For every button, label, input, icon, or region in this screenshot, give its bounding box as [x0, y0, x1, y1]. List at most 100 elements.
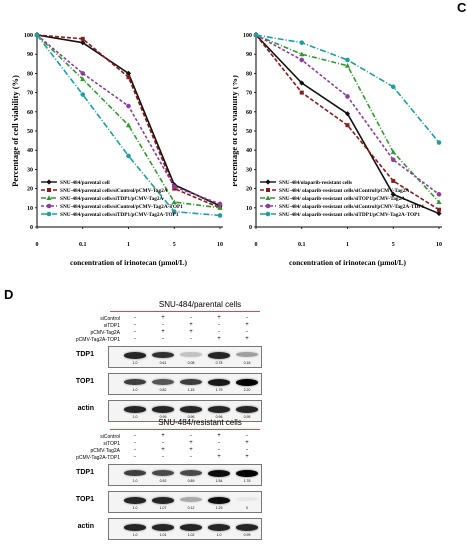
y-tick-label: 40 — [27, 148, 33, 154]
y-tick-label: 70 — [246, 91, 252, 97]
y-tick-label: 100 — [24, 33, 33, 39]
condition-value: + — [245, 440, 249, 446]
data-point — [217, 205, 223, 210]
x-tick-label: 1 — [346, 242, 349, 248]
blot-row-label: TOP1 — [75, 496, 94, 503]
blot-band — [152, 470, 174, 477]
y-tick-label: 80 — [246, 71, 252, 77]
data-point — [437, 207, 441, 212]
series-line — [255, 34, 440, 144]
legend-marker — [46, 179, 52, 185]
condition-value: + — [189, 322, 193, 328]
y-tick-label: 60 — [246, 110, 252, 116]
band-quantification: 1.07 — [159, 506, 167, 510]
legend-label: SNU-484/parental cells/siTDP1/pCMV-Tag2A… — [60, 212, 179, 218]
condition-value: + — [245, 336, 249, 342]
series-line — [255, 34, 440, 203]
condition-value: + — [161, 329, 165, 335]
data-point — [345, 94, 350, 99]
blot-title: SNU-484/resistant cells — [158, 418, 242, 427]
legend-label: SNU-484/ olaparib-resistant cells/siCont… — [279, 204, 425, 210]
condition-value: - — [246, 315, 248, 321]
x-tick-label: 0 — [36, 242, 39, 248]
condition-value: + — [217, 336, 221, 342]
legend-marker — [46, 211, 52, 217]
axes: 0 10 20 30 40 50 60 70 80 90 100 0 0.1 1 5 10 — [24, 32, 223, 248]
condition-label: pCMV-Tag2A — [90, 330, 120, 336]
band-quantification: 0.99 — [243, 533, 251, 537]
band-quantification: 1.0 — [132, 479, 138, 483]
x-tick-label: 5 — [392, 242, 395, 248]
legend-label: SNU-484/ olaparib-resistant cells/siCont… — [279, 188, 409, 194]
blot-row-label: TDP1 — [76, 351, 94, 358]
legend-marker — [266, 188, 270, 192]
legend-label: SNU-484/parental cells/siControl/pCMV-Ta… — [60, 204, 183, 210]
legend-marker — [265, 179, 271, 185]
data-point — [80, 71, 86, 76]
data-point — [344, 63, 351, 68]
band-quantification: 1.15 — [187, 388, 195, 392]
data-point — [436, 140, 442, 145]
condition-value: - — [162, 454, 164, 460]
blot-band — [180, 406, 202, 413]
band-quantification: 0 — [246, 506, 248, 510]
blot-band — [152, 406, 174, 413]
y-tick-label: 30 — [246, 167, 252, 173]
band-quantification: 0.96 — [215, 415, 223, 419]
axes: 0 10 20 30 40 50 60 70 80 90 100 0 0.1 1 5 10 — [243, 32, 442, 248]
blot-band — [236, 497, 258, 502]
band-quantification: 1.29 — [215, 506, 223, 510]
legend: SNU-484/olaparib-resistant cells SNU-484/… — [260, 179, 425, 218]
data-point — [80, 92, 86, 97]
y-tick-label: 20 — [246, 187, 252, 193]
x-tick-label: 10 — [217, 242, 223, 248]
condition-value: - — [134, 433, 136, 439]
blot-title-underline — [110, 429, 260, 430]
blot-row-label: TDP1 — [76, 469, 94, 476]
condition-value: - — [218, 440, 220, 446]
condition-value: - — [190, 315, 192, 321]
legend-label: SNU-484/olaparib-resistant cells — [279, 180, 352, 186]
condition-value: - — [246, 447, 248, 453]
data-point — [390, 191, 396, 197]
blot-strip — [108, 491, 262, 513]
x-tick-label: 1 — [127, 242, 130, 248]
blot-band — [180, 352, 202, 357]
condition-value: - — [190, 336, 192, 342]
blot-band — [152, 379, 174, 385]
condition-label: siControl — [100, 434, 120, 440]
band-quantification: 1.0 — [132, 533, 138, 537]
y-tick-label: 0 — [249, 225, 252, 231]
chart-parental-viability: 0 10 20 30 40 50 60 70 80 90 100 0 0.1 1 5 10 Percentage… — [10, 32, 223, 267]
series-line — [36, 34, 221, 205]
data-point — [253, 32, 259, 38]
data-point — [345, 123, 350, 128]
data-point — [126, 103, 131, 109]
series-1 — [253, 32, 442, 217]
x-tick-label: 0 — [255, 242, 258, 248]
band-quantification: 0.99 — [159, 415, 167, 419]
condition-value: + — [245, 454, 249, 460]
band-quantification: 0.96 — [187, 415, 195, 419]
legend-marker — [46, 195, 52, 200]
condition-value: - — [134, 440, 136, 446]
legend-label: SNU-484/parental cells/siControl/pCMV-Ta… — [60, 188, 168, 194]
series-5 — [34, 32, 223, 218]
legend-marker — [265, 195, 271, 200]
band-quantification: 0.61 — [159, 361, 167, 365]
blot-band — [208, 497, 230, 504]
blot-row-label: actin — [77, 523, 94, 530]
condition-value: - — [218, 329, 220, 335]
condition-value: + — [189, 447, 193, 453]
band-quantification: 0.95 — [243, 415, 251, 419]
band-quantification: 1.79 — [215, 388, 223, 392]
data-point — [80, 40, 86, 46]
data-point — [80, 76, 86, 82]
band-quantification: 1.01 — [159, 533, 167, 537]
blot-band — [236, 352, 258, 358]
y-tick-label: 60 — [27, 110, 33, 116]
condition-label: siTDP1 — [103, 323, 120, 329]
blot-band — [124, 379, 146, 386]
blot-band — [208, 379, 230, 386]
condition-value: + — [217, 433, 221, 439]
